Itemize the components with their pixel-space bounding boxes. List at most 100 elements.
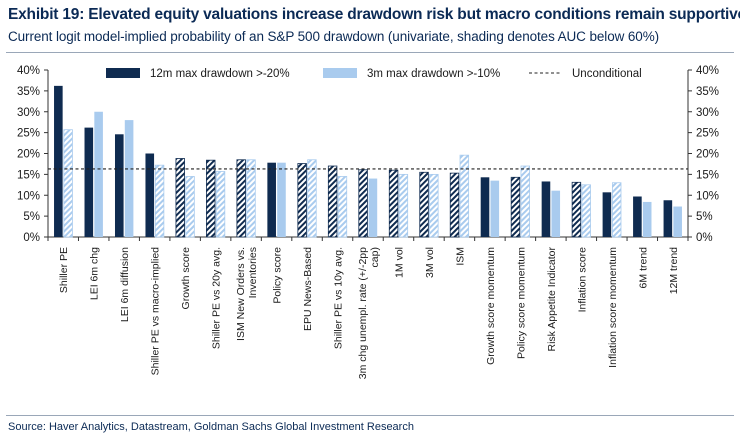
y-tick-label-left: 0% (23, 232, 40, 244)
x-category-label: Shiller PE vs macro-implied (150, 247, 162, 376)
y-tick-label-left: 25% (17, 128, 40, 140)
y-tick-label-right: 0% (696, 232, 713, 244)
x-category-label-line: Shiller PE (58, 247, 70, 293)
x-category-label: ISM (454, 247, 466, 266)
y-tick-label-right: 5% (696, 211, 713, 223)
x-category-label-line: 1M vol (393, 247, 405, 278)
x-category-label-line: 6M trend (637, 247, 649, 289)
bar-12m-drawdown (663, 200, 673, 237)
x-category-label-line: Inventories (247, 247, 259, 298)
legend-swatch-12m (106, 68, 140, 78)
bar-12m-drawdown (206, 159, 216, 238)
x-category-label-line: ISM (454, 247, 466, 266)
bar-12m-drawdown (602, 192, 612, 237)
bar-3m-drawdown (398, 173, 409, 238)
chart-title: Exhibit 19: Elevated equity valuations i… (8, 6, 740, 23)
bar-12m-drawdown (145, 153, 155, 237)
bar-3m-drawdown (124, 120, 134, 237)
x-category-label-line: Inflation score momentum (607, 247, 619, 368)
legend-label-3m: 3m max drawdown >-10% (367, 68, 500, 80)
x-category-label-line: Growth score momentum (485, 247, 497, 365)
x-category-label: Shiller PE (58, 247, 70, 293)
bar-3m-drawdown (673, 206, 682, 237)
bar-3m-drawdown (581, 184, 591, 238)
x-category-label-line: Inflation score (576, 247, 588, 313)
bar-3m-drawdown (246, 159, 256, 238)
legend-swatch-3m (323, 68, 357, 78)
legend-label-12m: 12m max drawdown >-20% (150, 68, 290, 80)
x-category-label: Inflation score (576, 247, 588, 313)
x-category-label: Growth score (180, 247, 192, 310)
bar-3m-drawdown (94, 111, 103, 237)
x-category-label: Policy score (272, 247, 284, 304)
x-category-label-line: Shiller PE vs 10y avg. (333, 247, 345, 349)
x-category-label-line: LEI 6m chg (89, 247, 101, 300)
bar-12m-drawdown (480, 177, 490, 237)
bar-12m-drawdown (449, 172, 460, 238)
y-tick-label-right: 20% (696, 149, 719, 161)
x-category-label: 6M trend (637, 247, 649, 289)
y-tick-label-right: 25% (696, 128, 719, 140)
x-category-label-line: EPU News-Based (302, 247, 314, 331)
y-tick-label-left: 30% (17, 107, 40, 119)
bar-12m-drawdown (297, 163, 307, 238)
x-category-label-line: 12M trend (668, 247, 680, 294)
x-category-label: ISM New Orders vs.Inventories (235, 247, 259, 341)
bar-3m-drawdown (459, 154, 470, 238)
bar-3m-drawdown (277, 162, 286, 237)
x-category-label: 12M trend (668, 247, 680, 294)
source-note: Source: Haver Analytics, Datastream, Gol… (8, 421, 414, 433)
bar-12m-drawdown (327, 165, 338, 238)
y-tick-label-right: 35% (696, 86, 719, 98)
bar-3m-drawdown (368, 178, 378, 237)
bar-12m-drawdown (267, 162, 276, 237)
bar-12m-drawdown (175, 158, 185, 238)
x-category-label: LEI 6m diffusion (119, 247, 131, 322)
x-category-label: Inflation score momentum (607, 247, 619, 368)
y-tick-label-right: 10% (696, 190, 719, 202)
x-category-label-line: ISM New Orders vs. (235, 247, 247, 341)
bar-12m-drawdown (633, 196, 642, 237)
x-category-label: 3M vol (424, 247, 436, 278)
bar-12m-drawdown (114, 134, 124, 237)
bar-3m-drawdown (154, 164, 165, 238)
y-tick-label-left: 10% (17, 190, 40, 202)
x-category-label: Risk Appetite Indicator (546, 247, 558, 352)
bar-3m-drawdown (429, 173, 439, 238)
x-category-label: 3m chg unempl. rate (+/-2ppcap) (357, 247, 381, 379)
x-category-label-line: LEI 6m diffusion (119, 247, 131, 322)
bar-12m-drawdown (419, 171, 429, 238)
y-tick-label-left: 35% (17, 86, 40, 98)
x-category-label: LEI 6m chg (89, 247, 101, 300)
x-category-label-line: Growth score (180, 247, 192, 310)
bar-3m-drawdown (185, 176, 195, 238)
x-category-label: Shiller PE vs 10y avg. (333, 247, 345, 349)
x-category-label: Growth score momentum (485, 247, 497, 365)
x-category-label-line: Risk Appetite Indicator (546, 247, 558, 352)
bar-3m-drawdown (337, 176, 348, 238)
bar-3m-drawdown (642, 201, 652, 237)
chart-subtitle: Current logit model-implied probability … (8, 29, 660, 44)
bar-3m-drawdown (612, 182, 622, 238)
y-tick-label-right: 15% (696, 169, 719, 181)
x-category-label-line: Policy score (272, 247, 284, 304)
bar-12m-drawdown (510, 176, 521, 238)
y-tick-label-left: 15% (17, 169, 40, 181)
y-tick-label-right: 30% (696, 107, 719, 119)
bar-12m-drawdown (358, 169, 368, 238)
y-tick-label-left: 40% (17, 65, 40, 77)
x-category-label-line: Shiller PE vs 20y avg. (211, 247, 223, 349)
bar-12m-drawdown (541, 181, 551, 237)
y-tick-label-left: 5% (23, 211, 40, 223)
bar-3m-drawdown (63, 129, 73, 238)
x-category-label: Shiller PE vs 20y avg. (211, 247, 223, 349)
bar-3m-drawdown (307, 159, 317, 238)
x-category-label: Policy score momentum (515, 247, 527, 359)
x-category-label: EPU News-Based (302, 247, 314, 331)
bar-3m-drawdown (551, 190, 561, 237)
x-category-label-line: 3M vol (424, 247, 436, 278)
bottom-divider (6, 415, 734, 416)
x-category-label-line: 3m chg unempl. rate (+/-2pp (357, 247, 369, 379)
x-category-label-line: Shiller PE vs macro-implied (150, 247, 162, 376)
